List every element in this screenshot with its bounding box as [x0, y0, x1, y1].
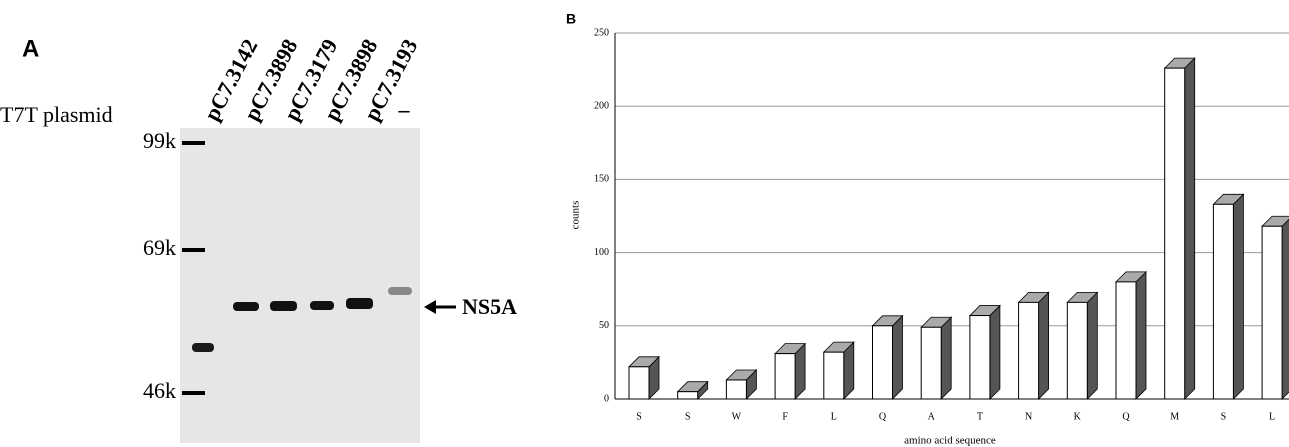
bar-side [1233, 194, 1243, 399]
bar [1262, 226, 1282, 399]
x-tick-label: A [928, 411, 936, 422]
panel-label: B [566, 11, 576, 27]
marker-label: 46k [143, 378, 176, 403]
bar-side [1282, 216, 1289, 399]
marker-label: 69k [143, 235, 176, 260]
bar-side [990, 306, 1000, 399]
x-tick-label: S [636, 411, 642, 422]
bar-side [893, 316, 903, 399]
bar [1213, 204, 1233, 399]
band [270, 301, 297, 311]
panel-label: A [22, 35, 39, 62]
x-tick-label: W [732, 411, 742, 422]
band-label: NS5A [462, 294, 517, 319]
bar-side [1136, 272, 1146, 399]
bar [970, 316, 990, 399]
lane-label: – [398, 97, 411, 122]
marker-label: 99k [143, 128, 176, 153]
x-axis-label: amino acid sequence [904, 435, 996, 447]
row-label: T7T plasmid [0, 102, 113, 127]
x-tick-label: L [831, 411, 837, 422]
bar [824, 352, 844, 399]
band [192, 343, 214, 352]
band [346, 298, 373, 309]
y-tick-label: 0 [604, 393, 609, 404]
band [388, 287, 412, 295]
bar-side [1185, 58, 1195, 399]
figure: A T7T plasmid pC7.3142pC7.3898pC7.3179pC… [0, 0, 1289, 447]
bar [1067, 302, 1087, 399]
x-tick-label: Q [879, 411, 887, 422]
y-tick-label: 150 [594, 174, 609, 185]
bar [873, 326, 893, 399]
arrow-head [424, 300, 436, 314]
x-tick-label: S [1221, 411, 1227, 422]
y-tick-label: 50 [599, 320, 609, 331]
x-tick-label: T [977, 411, 983, 422]
y-tick-label: 250 [594, 27, 609, 38]
bar [921, 327, 941, 399]
x-tick-label: N [1025, 411, 1032, 422]
band [310, 301, 334, 310]
x-tick-label: M [1170, 411, 1179, 422]
y-tick-label: 100 [594, 247, 609, 258]
x-tick-label: S [685, 411, 691, 422]
y-tick-label: 200 [594, 100, 609, 111]
bar [1165, 68, 1185, 399]
x-tick-label: Q [1122, 411, 1130, 422]
x-tick-label: K [1074, 411, 1082, 422]
bar [678, 392, 698, 399]
bar [1019, 302, 1039, 399]
y-axis-label: counts [570, 201, 582, 230]
x-tick-label: L [1269, 411, 1275, 422]
bar-side [1087, 292, 1097, 399]
bar [1116, 282, 1136, 399]
band [233, 302, 259, 311]
bar [629, 367, 649, 399]
bar-side [941, 317, 951, 399]
bar [775, 354, 795, 399]
panel-b: B counts amino acid sequence 0 50 100 150 20… [566, 11, 1289, 447]
panel-a: A T7T plasmid pC7.3142pC7.3898pC7.3179pC… [0, 35, 517, 443]
bar [726, 380, 746, 399]
gel [180, 128, 420, 443]
x-tick-label: F [782, 411, 788, 422]
bar-side [1039, 292, 1049, 399]
